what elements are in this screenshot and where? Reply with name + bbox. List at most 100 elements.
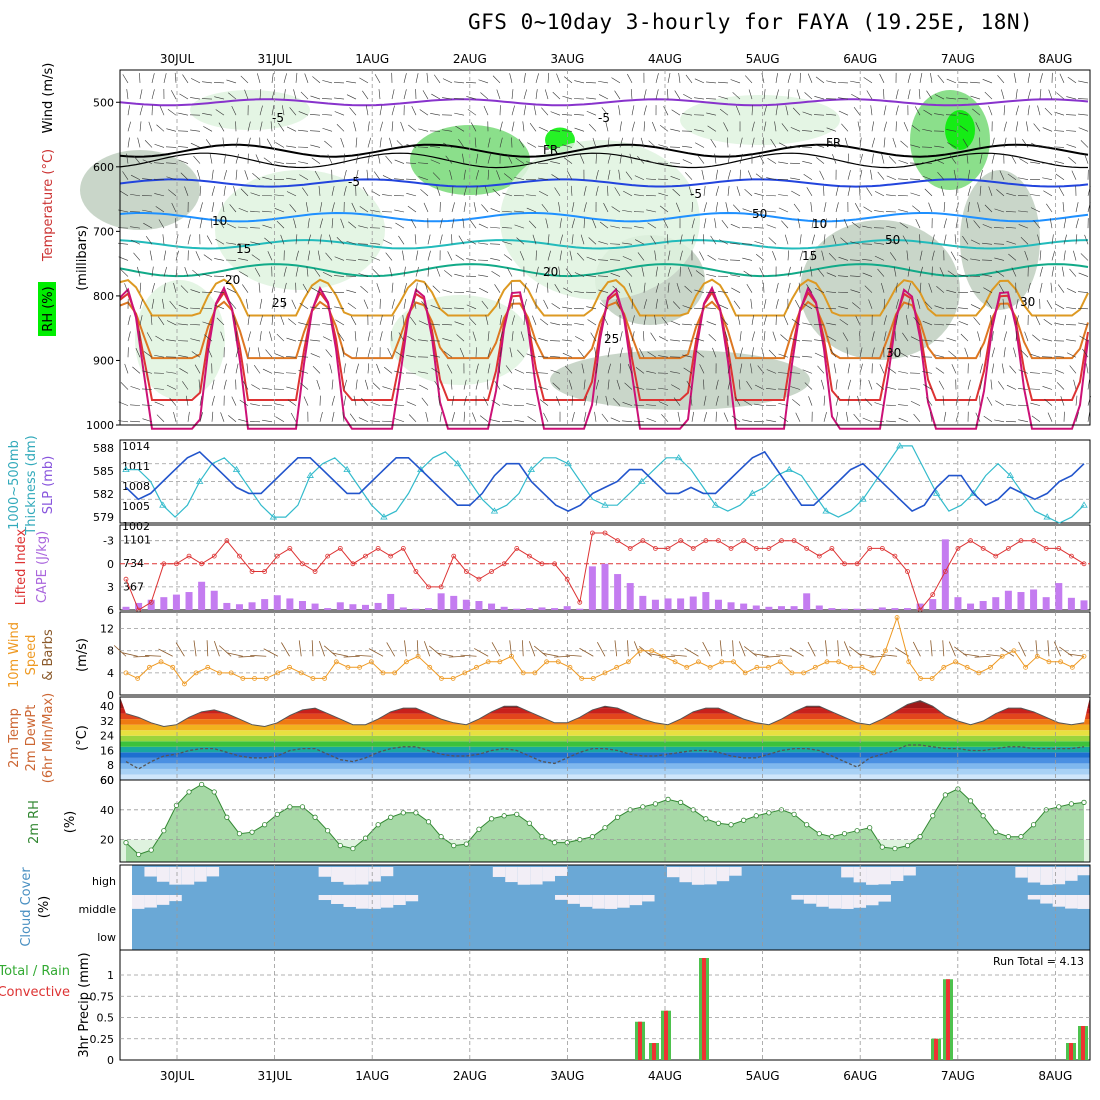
wind-barb <box>1075 202 1079 213</box>
wind-barb <box>881 654 898 657</box>
wind-barb <box>499 315 502 326</box>
wind-barb <box>907 89 911 100</box>
cape-bar <box>1017 592 1025 610</box>
wind-speed-point <box>871 670 877 676</box>
wind-barb <box>418 371 429 374</box>
wind-barb <box>271 299 275 309</box>
wind-speed-point <box>240 676 246 681</box>
cape-bar <box>525 608 533 610</box>
wind-barb <box>166 384 177 390</box>
wind-barb <box>502 192 513 197</box>
wind-barb <box>526 372 537 374</box>
wind-barb <box>271 282 275 293</box>
wind-barb <box>178 159 189 164</box>
thickness-marker <box>195 477 204 484</box>
wind-barb <box>871 331 875 342</box>
cape-bar <box>488 603 496 610</box>
wind-barb <box>145 235 153 245</box>
wind-barb <box>569 250 573 261</box>
wind-barb <box>343 655 360 658</box>
cloud-mid-gap <box>841 895 854 909</box>
wind-barb <box>491 270 501 277</box>
wind-barb <box>370 242 381 245</box>
wind-barb <box>960 333 969 342</box>
wind-barb <box>814 130 825 132</box>
wind-barb <box>355 379 358 390</box>
rh-shading <box>945 110 975 150</box>
wind-barb <box>819 170 825 180</box>
wind-barb <box>562 339 573 342</box>
wind-barb <box>166 146 177 148</box>
wind-speed-point <box>380 670 386 676</box>
wind-barb <box>991 347 995 358</box>
temp-tick-label: 40 <box>100 700 114 713</box>
wind-speed-line <box>125 615 1085 685</box>
wind-barb <box>894 331 897 342</box>
wind-barb <box>910 355 921 358</box>
wind-barb <box>934 145 945 148</box>
wind-barb <box>142 404 153 406</box>
label-upper-rh: RH (%) <box>41 286 56 331</box>
wind-barb <box>319 234 322 245</box>
wind-barb <box>442 142 453 148</box>
wind-barb <box>185 395 189 406</box>
wind-barb <box>688 186 693 196</box>
wind-barb <box>514 210 525 213</box>
wind-speed-point <box>707 664 713 670</box>
wind-barb <box>715 169 718 180</box>
wind-barb <box>226 223 237 229</box>
wind-barb <box>442 289 453 293</box>
wind-barb <box>775 105 778 116</box>
thickness-marker <box>232 465 241 473</box>
cape-bar <box>500 606 508 610</box>
wind-barb <box>211 379 215 390</box>
wind-barb <box>871 137 875 148</box>
wind-barb <box>346 94 357 100</box>
wind-barb <box>610 225 621 229</box>
wind-barb <box>367 137 371 148</box>
wind-barb <box>739 137 743 148</box>
wind-barb <box>1067 76 1077 84</box>
wind-barb <box>514 369 525 374</box>
wind-barb <box>905 315 909 326</box>
wind-barb <box>202 113 213 116</box>
cape-bar <box>261 599 269 610</box>
wind-barb <box>718 95 729 100</box>
cape-bar <box>979 601 987 610</box>
wind-barb <box>843 218 849 229</box>
cape-bar <box>286 598 294 610</box>
wind-barb <box>514 387 525 390</box>
wind-barb <box>670 128 681 132</box>
wind-barb <box>658 387 669 390</box>
wind-barb <box>667 89 669 100</box>
temperature-contour <box>119 239 1089 250</box>
wind-barb <box>190 307 201 310</box>
wind-barb <box>259 89 262 100</box>
wind-barb <box>862 272 873 277</box>
lifted-index-point <box>489 569 494 574</box>
wind-barb <box>815 157 825 164</box>
wind-barb <box>862 259 873 261</box>
wind-barb <box>694 323 705 326</box>
wind-barb <box>1044 107 1053 116</box>
wind-barb <box>898 160 909 164</box>
wind-barb <box>367 331 371 342</box>
wind-barb <box>316 379 321 390</box>
wind-barb <box>610 272 621 277</box>
wind-barb <box>179 368 189 374</box>
wind-barb <box>229 204 237 213</box>
rh-point <box>589 834 595 840</box>
wind-barb <box>1084 154 1089 164</box>
wind-barb <box>631 105 635 116</box>
wind-barb <box>718 81 729 84</box>
wind-barb <box>643 89 647 100</box>
wind-barb <box>850 241 861 245</box>
wind-barb <box>154 401 165 406</box>
wind-barb <box>962 235 969 245</box>
wind-barb <box>682 113 693 116</box>
date-label-bottom: 1AUG <box>355 1069 389 1083</box>
wind-barb <box>142 370 153 374</box>
wind-barb <box>934 305 945 310</box>
wind-barb <box>226 288 237 293</box>
